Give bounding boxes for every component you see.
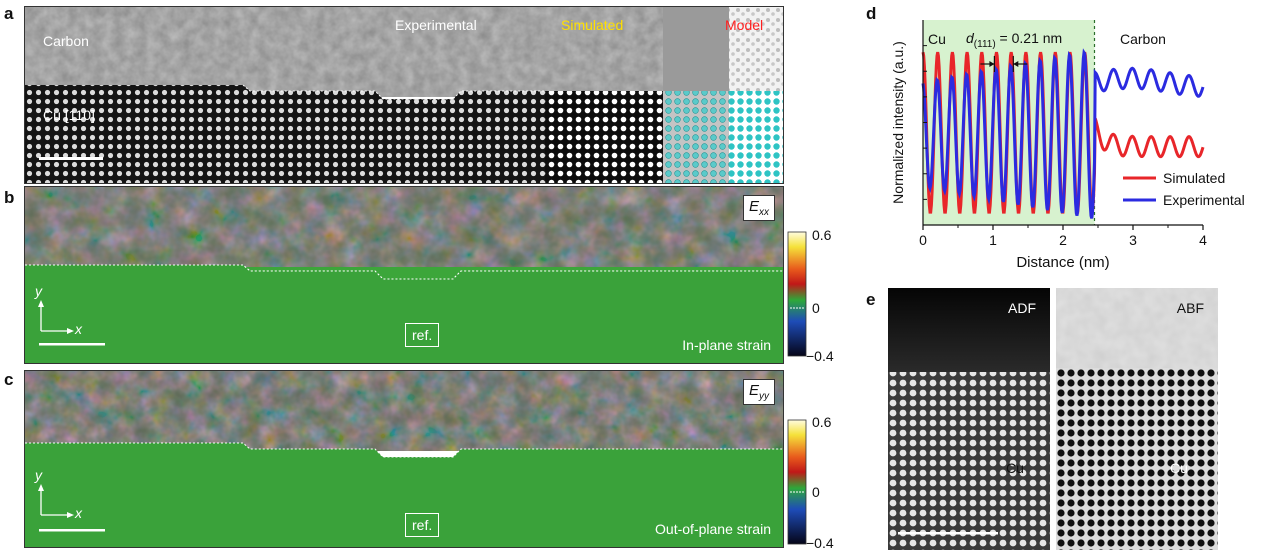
colorbar-b-tick-bot: −0.4 [806,348,834,364]
x-tick-label-2: 2 [1059,232,1067,248]
y-axis-label: Normalized intensity (a.u.) [890,41,906,204]
panel-a-image: Carbon Experimental Simulated Model Cu [… [24,6,784,184]
x-tick-label-3: 3 [1129,232,1137,248]
d111-value: = 0.21 nm [995,30,1063,46]
d111-main: d [966,30,974,46]
series-experimental-line [921,48,1205,219]
exx-label-box: Exx [742,195,775,221]
legend-label-1: Experimental [1163,192,1245,208]
scale-bar-e [898,532,998,535]
axis-y-label: y [35,283,42,299]
abf-cu-label: Cu [1170,460,1188,476]
eyy-label-box: Eyy [742,379,775,405]
colorbar-c-tick-mid: 0 [812,484,820,500]
d111-sub: (111) [973,38,996,50]
label-model: Model [725,17,764,33]
colorbar-c-tick-top: 0.6 [812,414,832,430]
axis-y-label-c: y [35,467,42,483]
label-experimental: Experimental [395,17,477,33]
scale-bar [39,157,103,160]
chart-d-d111-label: d(111) = 0.21 nm [966,30,1062,50]
panel-c-letter: c [4,370,14,389]
panel-e-letter: e [866,290,876,309]
label-simulated: Simulated [561,17,624,33]
adf-cu-label: Cu [1006,460,1024,476]
legend-label-0: Simulated [1163,170,1225,186]
colorbar-b-tick-top: 0.6 [812,227,832,243]
panel-d-letter: d [866,4,877,23]
exx-label: E [748,198,759,215]
panel-c-map: y x Eyy ref. Out-of-plane strain [24,370,784,548]
colorbar-c-tick-bot: −0.4 [806,535,834,551]
panel-e-adf: ADF Cu [888,288,1050,550]
colorbar-b-tick-mid: 0 [812,300,820,316]
exx-sub: xx [759,207,769,218]
x-axis-label: Distance (nm) [1016,254,1109,271]
panel-a-svg [25,7,783,183]
colorbar-c [787,419,807,545]
adf-label: ADF [1008,300,1036,316]
colorbars-svg [787,231,807,545]
colorbar-b [787,231,807,357]
chart-d-carbon-label: Carbon [1120,31,1166,47]
panel-a-letter: a [4,4,14,23]
eyy-sub: yy [759,391,769,402]
d111-arrow-right-head [1013,61,1019,67]
label-carbon: Carbon [43,33,89,49]
x-tick-label-1: 1 [989,232,997,248]
eyy-label: E [748,382,759,399]
label-cu-110: Cu [110] [43,107,95,123]
axis-x-label: x [75,321,82,337]
x-tick-label-0: 0 [919,232,927,248]
ref-box-c: ref. [405,513,440,537]
x-tick-label-4: 4 [1199,232,1207,248]
panel-b-map: y x Exx ref. In-plane strain [24,186,784,364]
ref-box: ref. [405,323,440,347]
out-of-plane-strain-caption: Out-of-plane strain [655,521,771,537]
panel-e-abf: ABF Cu [1056,288,1218,550]
in-plane-strain-caption: In-plane strain [682,337,771,353]
chart-d-cu-label: Cu [928,31,946,47]
panel-b-letter: b [4,188,15,207]
d111-arrow-left-head [989,61,995,67]
axis-x-label-c: x [75,505,82,521]
abf-label: ABF [1176,300,1204,316]
chart-d-svg: 0 1 2 3 4 Distance (nm) Normalized intensity (… [890,20,1245,271]
